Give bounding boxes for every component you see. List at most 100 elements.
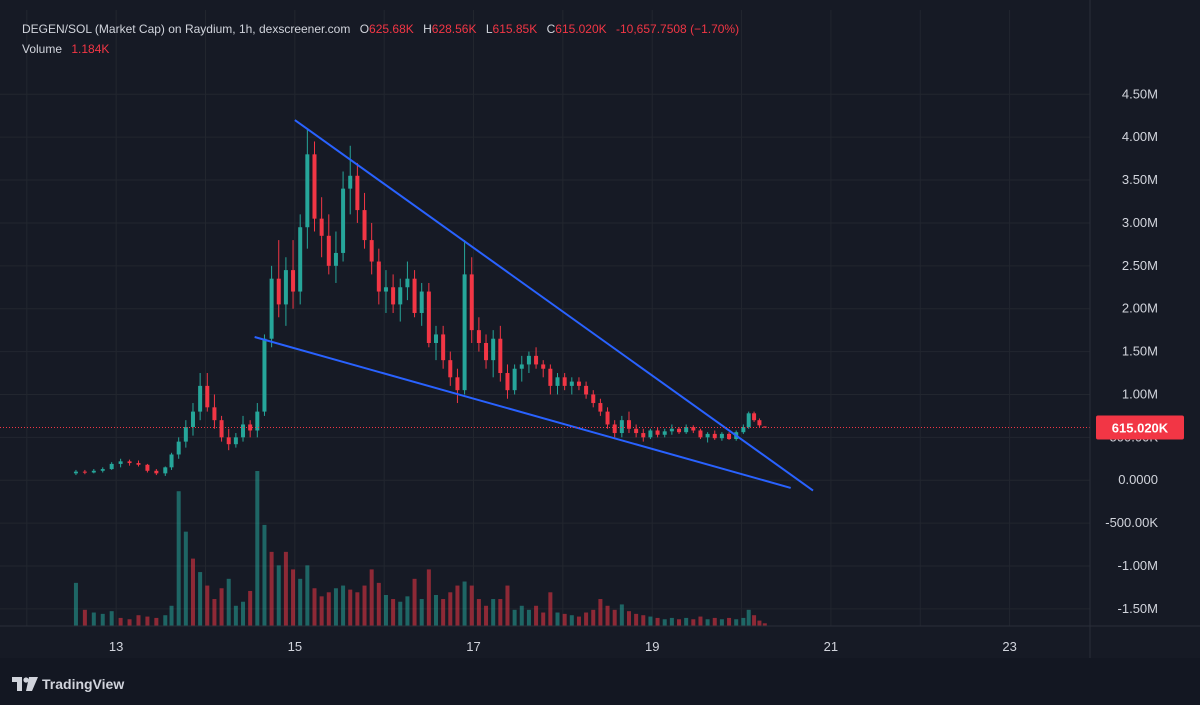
candle-body [312, 154, 317, 219]
volume-bar [584, 612, 589, 626]
candle-body [419, 291, 424, 313]
candle-body [605, 411, 610, 425]
candle-body [369, 240, 374, 262]
wedge-lower-trendline [254, 336, 791, 489]
volume-bar [612, 609, 617, 626]
candle-body [163, 467, 168, 474]
x-tick-label: 21 [824, 639, 838, 654]
volume-bar [426, 569, 431, 626]
volume-bar [82, 609, 87, 626]
candle-body [469, 274, 474, 331]
volume-bar [648, 616, 653, 626]
candle-body [145, 464, 150, 471]
volume-bar [219, 588, 224, 626]
candle-body [118, 461, 123, 464]
candle-body [548, 368, 553, 386]
volume-bar [419, 599, 424, 626]
volume-bar [136, 615, 141, 626]
volume-bar [541, 612, 546, 626]
volume-bar [455, 585, 460, 626]
volume-bar [519, 605, 524, 626]
candle-body [626, 420, 631, 429]
volume-bar [154, 617, 159, 626]
high-value: 628.56K [431, 22, 477, 36]
candle-body [519, 364, 524, 369]
trend-layer [0, 119, 1090, 492]
volume-bar [719, 619, 724, 626]
candle-body [757, 420, 762, 426]
candle-body [762, 426, 767, 428]
tradingview-logo[interactable]: TradingView [12, 676, 124, 692]
volume-bar [727, 617, 732, 626]
candle-body [219, 420, 224, 438]
volume-bar [684, 617, 689, 626]
candle-body [169, 454, 174, 468]
volume-bar [269, 551, 274, 626]
chart-svg[interactable]: 4.50M 4.00M 3.50M 3.00M 2.50M 2.00M 1.50M 1.00M… [0, 0, 1200, 658]
candle-body [348, 175, 353, 189]
price-badge-label: 615.020K [1112, 420, 1169, 435]
candle-body [226, 437, 231, 445]
wedge-upper-trendline [294, 119, 814, 492]
candle-body [434, 334, 438, 343]
volume-bar [369, 569, 374, 626]
volume-bar [619, 604, 624, 626]
candle-body [291, 270, 296, 292]
volume-bar [562, 613, 567, 626]
candle-body [448, 360, 453, 378]
volume-bar [341, 585, 346, 626]
volume-bar [734, 619, 739, 626]
candle-body [176, 441, 181, 455]
legend-ohlc: DEGEN/SOL (Market Cap) on Raydium, 1h, d… [22, 22, 739, 36]
change-value: -10,657.7508 (−1.70%) [616, 22, 740, 36]
volume-bar [91, 612, 96, 626]
tradingview-icon [12, 677, 38, 691]
volume-bar [669, 617, 674, 626]
candle-body [255, 411, 260, 431]
volume-bar [205, 585, 210, 626]
volume-bar [526, 609, 531, 626]
volume-bar [398, 601, 403, 626]
volume-bar [634, 613, 639, 626]
candle-body [705, 433, 710, 438]
volume-bar [484, 605, 489, 626]
volume-bar [548, 592, 553, 626]
candle-body [641, 433, 646, 438]
candle-body [262, 338, 267, 412]
x-tick-label: 17 [466, 639, 480, 654]
candle-body [562, 377, 567, 386]
candle-body [391, 287, 396, 305]
candle-layer [73, 128, 767, 476]
candle-body [455, 377, 460, 391]
volume-bar [298, 578, 303, 626]
candle-body [669, 428, 674, 432]
volume-bar [662, 619, 667, 626]
x-tick-label: 23 [1002, 639, 1016, 654]
y-tick-label: -500.00K [1105, 515, 1158, 530]
volume-label: Volume [22, 42, 63, 56]
candle-body [584, 385, 589, 395]
volume-bar [305, 565, 310, 626]
volume-bar [752, 615, 757, 626]
volume-value: 1.184K [71, 42, 110, 56]
volume-layer [73, 471, 767, 626]
candle-body [233, 437, 238, 445]
y-tick-label: 1.00M [1122, 386, 1158, 401]
volume-bar [746, 609, 751, 626]
volume-bar [283, 551, 288, 626]
volume-bar [362, 585, 367, 626]
candle-body [319, 218, 324, 236]
volume-bar [118, 617, 123, 626]
candle-body [198, 385, 203, 412]
volume-bar [73, 582, 78, 626]
candle-body [712, 433, 717, 439]
y-tick-label: 1.50M [1122, 344, 1158, 359]
candle-body [648, 430, 653, 438]
volume-bar [190, 558, 195, 626]
candle-body [691, 427, 696, 431]
candle-body [491, 338, 496, 361]
candle-body [612, 424, 617, 434]
candle-body [698, 430, 703, 438]
candle-body [326, 235, 331, 266]
